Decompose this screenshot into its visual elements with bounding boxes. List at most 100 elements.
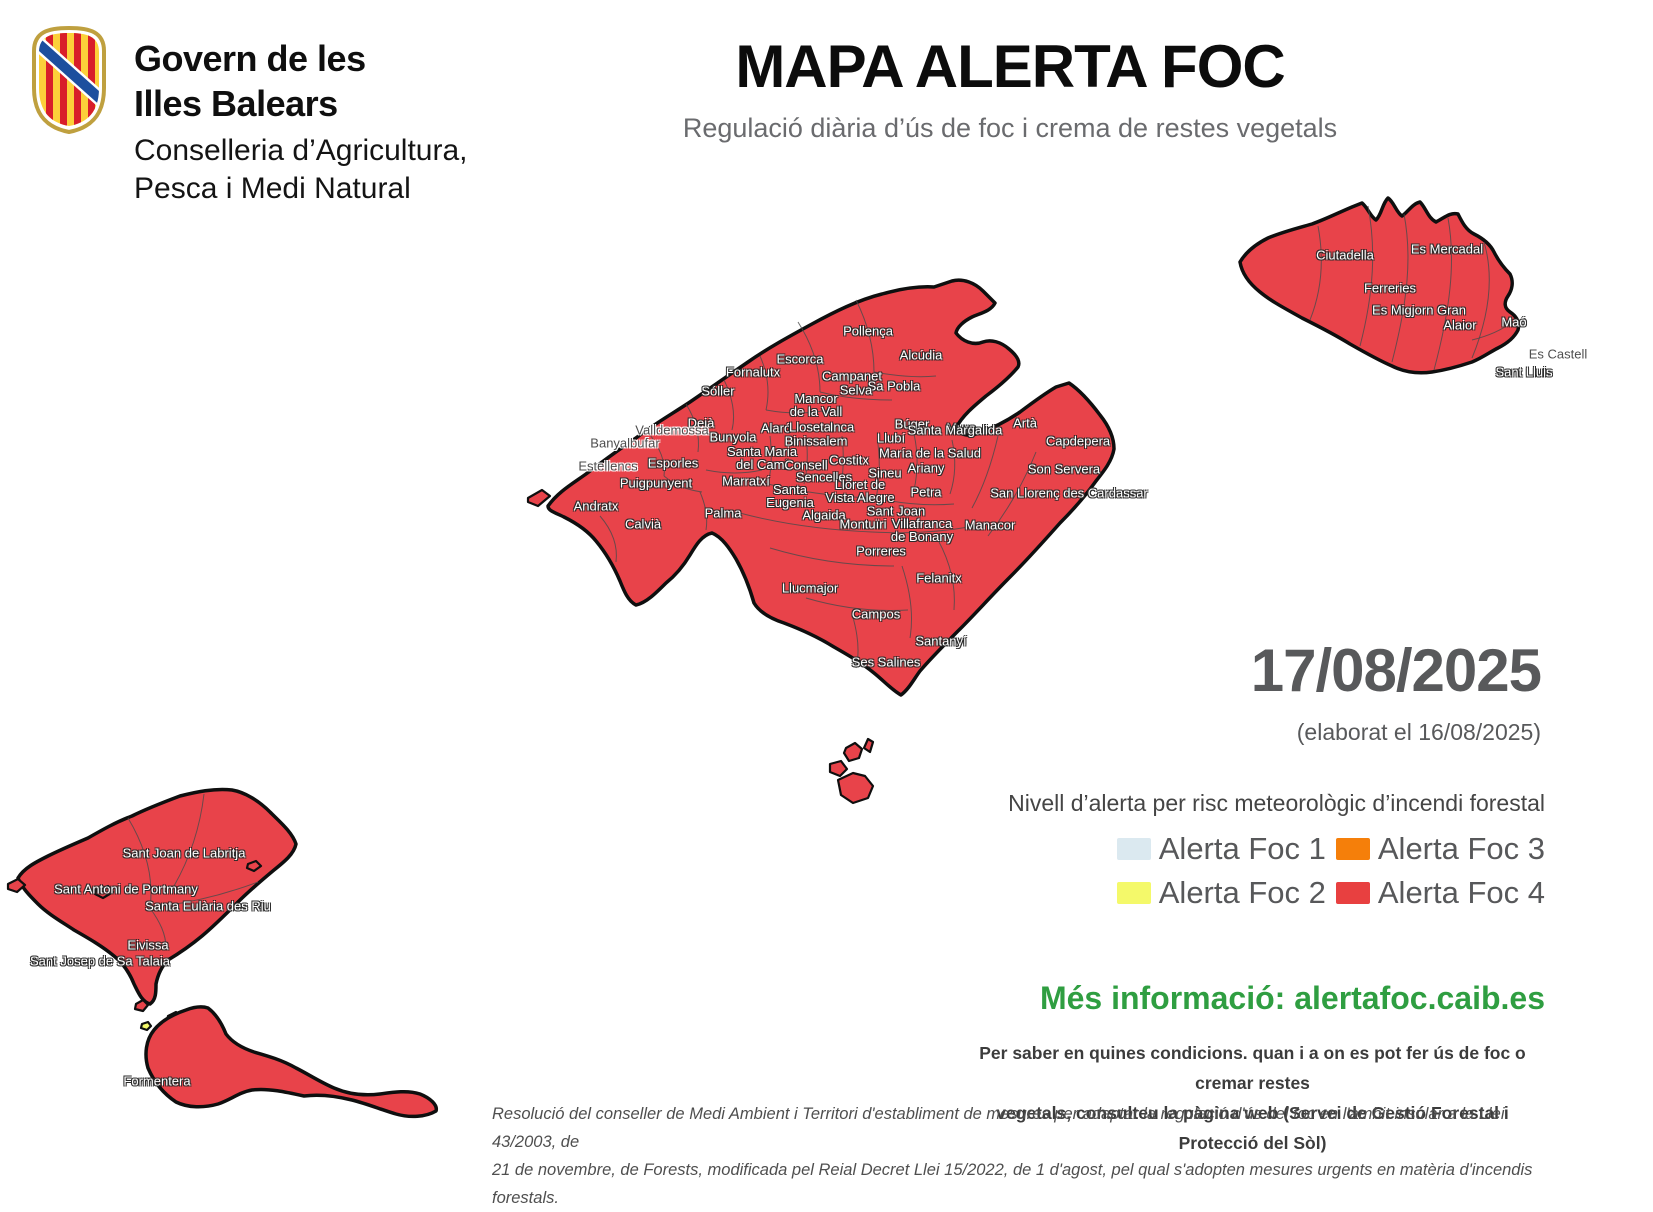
legend-label-3: Alerta Foc 3 (1377, 831, 1545, 866)
department-name: Conselleria d’Agricultura, Pesca i Medi … (134, 132, 468, 208)
map-label: Artà (1013, 415, 1037, 431)
map-label: Maó (1501, 314, 1527, 330)
formentera-island (144, 1005, 439, 1119)
legend-label-4: Alerta Foc 4 (1377, 875, 1545, 910)
map-label: Estellencs (578, 458, 638, 474)
map-label: Pollença (843, 323, 893, 339)
date-panel: 17/08/2025 (elaborat el 16/08/2025) (1250, 636, 1542, 746)
map-label: Sant Joan (866, 503, 926, 519)
map-label: Felanitx (916, 570, 962, 586)
legend-label-2: Alerta Foc 2 (1158, 875, 1326, 910)
title-block: MAPA ALERTA FOC Regulació diària d’ús de… (630, 32, 1390, 144)
map-label: Ferreries (1363, 280, 1417, 296)
legend-swatch-4 (1335, 882, 1370, 904)
map-label: Sencelles (795, 469, 853, 485)
map-label: Marratxí (722, 473, 770, 489)
legend-swatch-3 (1335, 838, 1370, 860)
map-label: Algaida (802, 507, 846, 523)
map-label: Es Mercadal (1410, 241, 1484, 257)
map-label: Muro (946, 420, 976, 436)
legend-item-alerta-foc-3: Alerta Foc 3 (1335, 831, 1545, 867)
map-label: Banyalbufar (590, 435, 660, 451)
map-label: Eivissa (127, 937, 169, 953)
resolution-text: Resolució del conseller de Medi Ambient … (492, 1100, 1550, 1212)
org-name-line1: Govern de les (134, 38, 366, 79)
map-label: Puigpunyent (619, 475, 693, 491)
map-label: Campanet (822, 368, 882, 384)
map-label: Sant Josep de Sa Talaia (30, 953, 170, 969)
map-label: Lloseta (789, 419, 831, 435)
map-label: Santanyí (915, 633, 967, 649)
department-line1: Conselleria d’Agricultura, (134, 134, 468, 167)
map-label: Santa Margalida (907, 422, 1003, 438)
map-label: Valldemossa (635, 422, 709, 438)
legend-swatch-1 (1116, 838, 1151, 860)
map-label: Sant Joan de Labritja (122, 845, 246, 861)
map-label: Ariany (907, 460, 945, 476)
map-label: Manacor (964, 517, 1016, 533)
sa-dragonera-islet (526, 488, 552, 508)
map-label: Llucmajor (781, 580, 839, 596)
mallorca-island (546, 278, 1116, 697)
map-label: Alaró (760, 420, 792, 436)
map-label: Llubí (876, 430, 906, 446)
map-label: Villafranca de Bonany (890, 516, 954, 544)
map-label: Selva (839, 382, 873, 398)
map-label: Santa Eulària des Riu (145, 898, 271, 914)
map-label: Bunyola (709, 429, 757, 445)
map-label: Sant Lluis (1495, 364, 1553, 380)
map-label: Inca (829, 419, 855, 435)
map-label: Es Migjorn Gran (1372, 302, 1466, 318)
map-label: Petra (910, 484, 942, 500)
map-label: Es Castell (1528, 346, 1588, 362)
legend-title: Nivell d’alerta per risc meteorològic d’… (1008, 790, 1545, 816)
map-label: Capdepera (1045, 433, 1111, 449)
map-label: Sant Antoni de Portmany (54, 881, 198, 897)
map-label: Búger (894, 416, 930, 432)
department-line2: Pesca i Medi Natural (134, 172, 411, 205)
map-label: María de la Salud (879, 445, 981, 461)
usage-note-line1: Per saber en quines condicions. quan i a… (979, 1043, 1526, 1093)
eivissa-municipal-borders (127, 793, 259, 949)
map-label: Santa Maria del Camí (726, 444, 798, 472)
map-label: Esporles (647, 455, 699, 471)
org-name: Govern de les Illes Balears (134, 36, 366, 126)
legend-label-1: Alerta Foc 1 (1158, 831, 1326, 866)
map-label: Consell (784, 457, 828, 473)
map-label: Montuïri (839, 516, 887, 532)
map-label: Ciutadella (1316, 247, 1374, 263)
map-label: Sa Pobla (867, 378, 921, 394)
map-label: San Llorenç des Cardassar (990, 485, 1148, 501)
map-label: Porreres (856, 543, 906, 559)
usage-note: Per saber en quines condicions. quan i a… (960, 1038, 1545, 1158)
eivissa-island (16, 787, 298, 1006)
map-label: Escоrca (776, 351, 824, 367)
menorca-island (1238, 196, 1521, 375)
map-label: Binissalem (784, 433, 848, 449)
legend-item-alerta-foc-1: Alerta Foc 1 (1116, 831, 1326, 867)
eivissa-islets (6, 859, 263, 1032)
islet-foc2 (139, 1020, 153, 1032)
elaborated-date: (elaborat el 16/08/2025) (1296, 719, 1541, 745)
page-subtitle: Regulació diària d’ús de foc i crema de … (682, 113, 1338, 143)
map-label: Alaior (1443, 317, 1477, 333)
map-label: Lloret de Vista Alegre (825, 477, 895, 505)
map-date: 17/08/2025 (1250, 637, 1542, 704)
legend-item-alerta-foc-2: Alerta Foc 2 (1116, 875, 1326, 911)
legend-grid: Alerta Foc 1 Alerta Foc 3 Alerta Foc 2 Aler… (1008, 831, 1545, 911)
map-label: Ses Salines (851, 654, 921, 670)
map-label: Sóller (701, 383, 735, 399)
map-label: Son Servera (1027, 461, 1101, 477)
legend: Nivell d’alerta per risc meteorològic d’… (1008, 790, 1545, 911)
govern-illes-balears-shield-icon (32, 26, 106, 134)
map-label: Calvià (624, 516, 662, 532)
menorca-municipal-borders (1309, 205, 1513, 371)
map-label: Santa Eugenia (766, 482, 814, 510)
map-label: Mancor de la Vall (789, 391, 843, 419)
map-label: Sineu (868, 465, 902, 481)
cabrera-islets (828, 737, 875, 805)
map-label: Alcúdia (899, 347, 943, 363)
mallorca-municipal-borders (599, 299, 1037, 669)
map-label: Palma (704, 505, 742, 521)
map-label: Costitx (829, 452, 869, 468)
